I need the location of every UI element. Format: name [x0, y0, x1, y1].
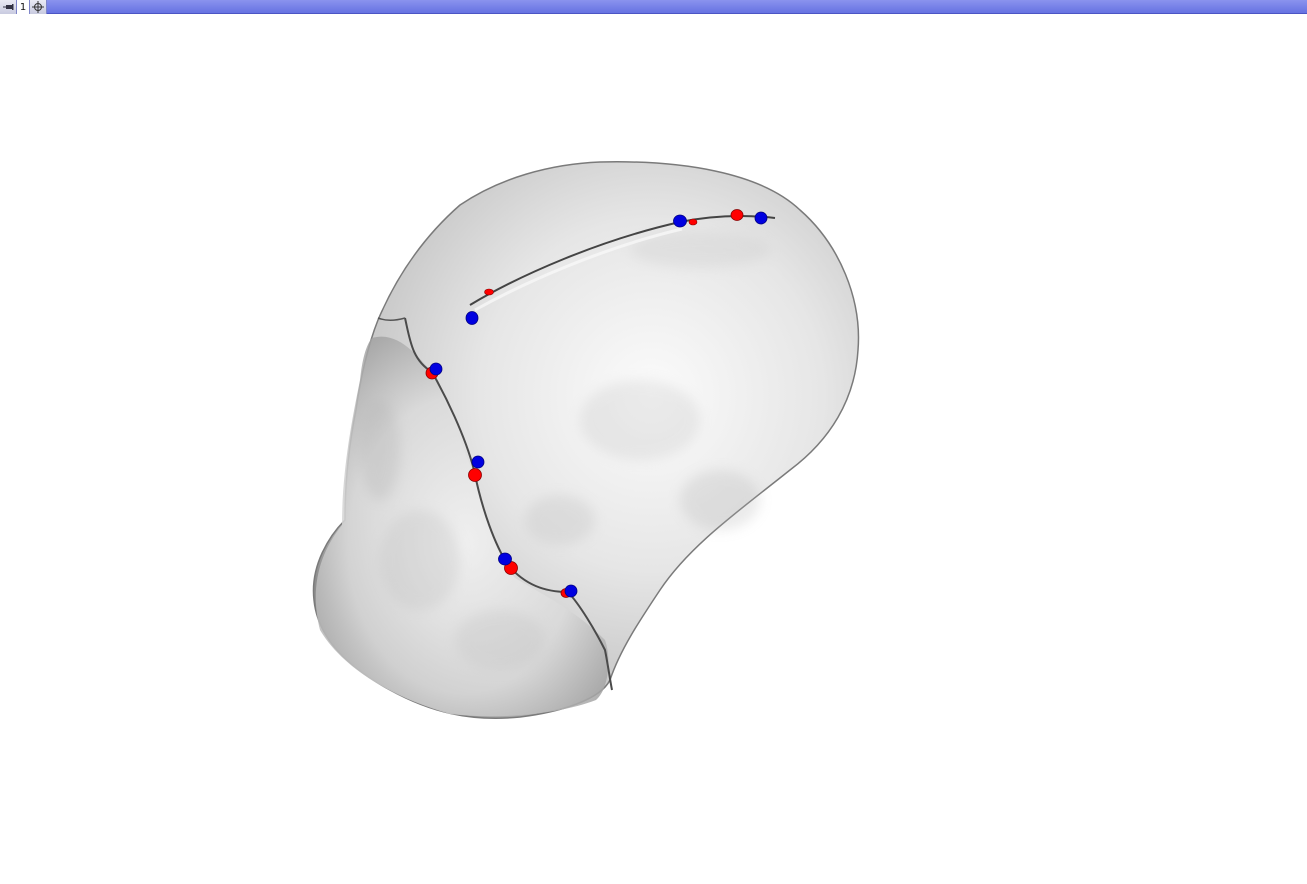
- landmark-blue: [673, 214, 687, 228]
- landmark-red: [484, 288, 494, 296]
- pin-icon: [2, 4, 13, 10]
- landmark-blue: [498, 552, 512, 566]
- landmark-red: [468, 468, 482, 482]
- landmark-blue: [429, 362, 443, 376]
- bone-surface-model[interactable]: [312, 161, 860, 720]
- landmark-blue: [471, 455, 485, 469]
- view-controller-bar: 1: [0, 0, 1307, 14]
- landmark-blue: [564, 584, 578, 598]
- landmark-red: [730, 209, 744, 221]
- landmark-blue: [754, 211, 768, 225]
- 3d-viewport[interactable]: [0, 14, 1307, 884]
- crosshair-icon: [32, 1, 44, 13]
- pin-button[interactable]: [0, 0, 17, 14]
- layout-number-label: 1: [17, 0, 30, 14]
- 3d-scene[interactable]: [0, 14, 1307, 884]
- landmark-red: [688, 218, 698, 226]
- center-view-button[interactable]: [30, 0, 47, 14]
- landmark-set-b: [429, 211, 768, 598]
- landmark-blue: [465, 311, 479, 325]
- landmark-set-a: [425, 209, 744, 598]
